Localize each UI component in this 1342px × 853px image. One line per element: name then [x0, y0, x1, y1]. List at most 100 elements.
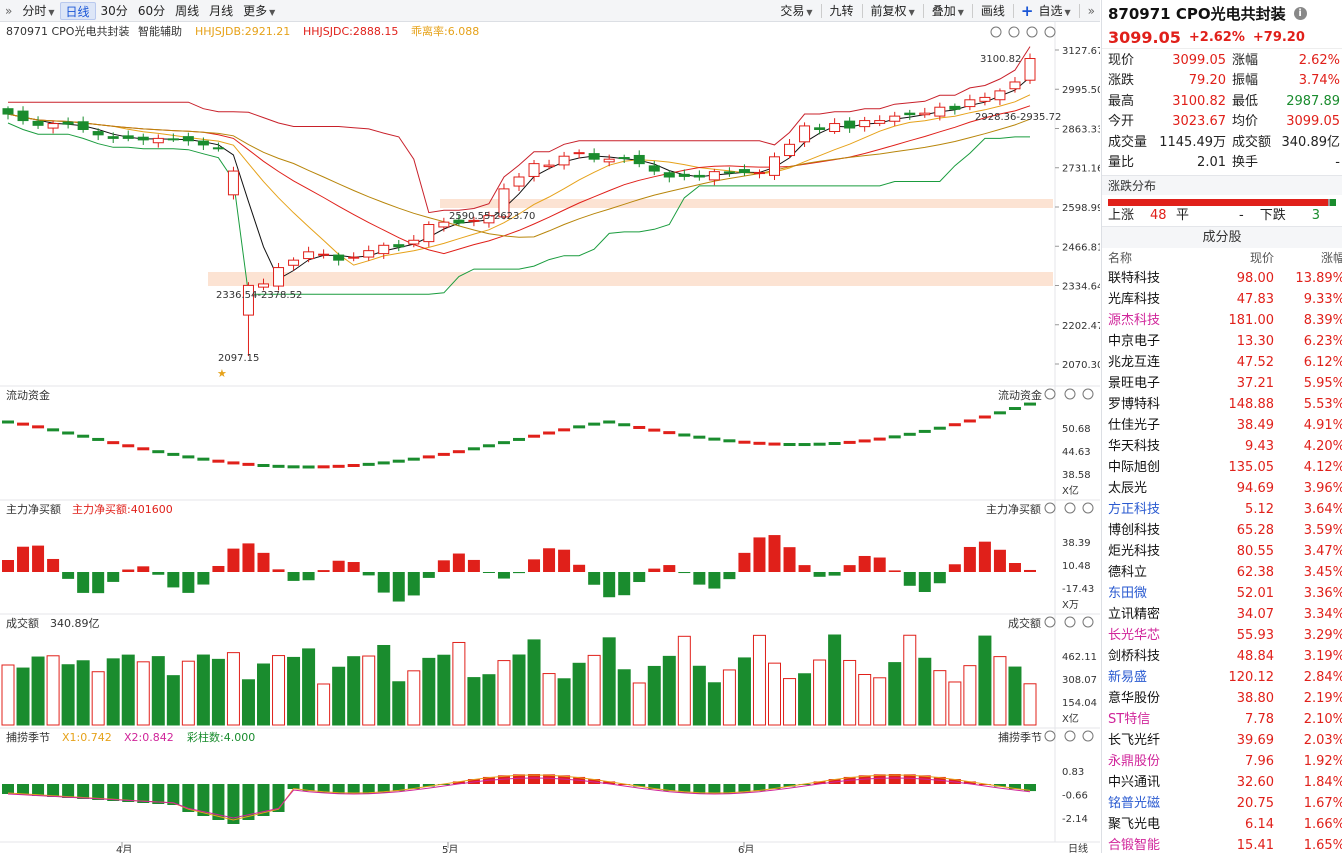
assist-toggle[interactable]: 智能辅助 [138, 24, 182, 38]
component-row[interactable]: 中际旭创 135.05 4.12% [1102, 457, 1342, 478]
volume-bar [211, 658, 225, 726]
components-col-1[interactable]: 现价 [1249, 251, 1274, 266]
net-pane-icon[interactable] [1044, 502, 1056, 514]
vol-pane-icon[interactable] [1064, 616, 1076, 628]
toolbar-action-5[interactable]: 自选 ▼ [1038, 3, 1071, 18]
net-pane-icon[interactable] [1064, 502, 1076, 514]
component-name: 聚飞光电 [1108, 817, 1161, 833]
quote-label-0-2: 涨幅 [1232, 53, 1259, 68]
component-row[interactable]: 博创科技 65.28 3.59% [1102, 520, 1342, 541]
volume-bar [467, 677, 481, 726]
net-bar [332, 560, 345, 572]
price-tick: 2070.30 [1062, 360, 1100, 371]
candle-body [738, 169, 750, 174]
component-row[interactable]: 罗博特科 148.88 5.53% [1102, 394, 1342, 415]
volume-bar [61, 664, 75, 726]
component-row[interactable]: 永鼎股份 7.96 1.92% [1102, 751, 1342, 772]
main-pane-icon[interactable] [1044, 26, 1056, 38]
net-bar [813, 572, 826, 577]
candle-body [77, 121, 89, 130]
season-pane-icon[interactable] [1082, 730, 1094, 742]
component-row[interactable]: 新易盛 120.12 2.84% [1102, 667, 1342, 688]
component-row[interactable]: 景旺电子 37.21 5.95% [1102, 373, 1342, 394]
period-tab-2[interactable]: 30分 [100, 3, 128, 18]
period-tab-3[interactable]: 60分 [137, 3, 166, 18]
flow-pane-icon[interactable] [1064, 388, 1076, 400]
net-bar [422, 572, 435, 578]
component-row[interactable]: 联特科技 98.00 13.89% [1102, 268, 1342, 289]
component-row[interactable]: 炬光科技 80.55 3.47% [1102, 541, 1342, 562]
component-row[interactable]: 立讯精密 34.07 3.34% [1102, 604, 1342, 625]
main-pane-icon[interactable] [1008, 26, 1020, 38]
component-row[interactable]: 聚飞光电 6.14 1.66% [1102, 814, 1342, 835]
season-bar [2, 784, 14, 794]
candle-body [708, 171, 720, 181]
component-name: 景旺电子 [1108, 376, 1161, 392]
toolbar-action-1[interactable]: 九转 [829, 3, 854, 18]
down-label: 下跌 [1259, 208, 1286, 224]
component-row[interactable]: 德科立 62.38 3.45% [1102, 562, 1342, 583]
toolbar-action-0[interactable]: 交易 ▼ [780, 3, 813, 18]
candle-body [423, 224, 435, 243]
component-row[interactable]: 兆龙互连 47.52 6.12% [1102, 352, 1342, 373]
season-bar [167, 784, 180, 805]
quote-label-2-2: 最低 [1232, 93, 1259, 109]
net-pane-icon[interactable] [1082, 502, 1094, 514]
candle-body [438, 221, 450, 228]
candle-body [152, 137, 164, 144]
volume-bar [512, 654, 526, 726]
component-row[interactable]: 长飞光纤 39.69 2.03% [1102, 730, 1342, 751]
component-row[interactable]: 意华股份 38.80 2.19% [1102, 688, 1342, 709]
kline-chart[interactable]: 870971 CPO光电共封装 智能辅助 HHJSJDB:2921.21 HHJ… [0, 22, 1100, 853]
period-tab-4[interactable]: 周线 [175, 3, 200, 18]
component-row[interactable]: 方正科技 5.12 3.64% [1102, 499, 1342, 520]
toolbar-action-4[interactable]: 画线 [980, 3, 1005, 18]
volume-bar [632, 682, 646, 726]
vol-pane-icon[interactable] [1044, 616, 1056, 628]
info-icon[interactable]: i [1293, 6, 1307, 20]
component-row[interactable]: 剑桥科技 48.84 3.19% [1102, 646, 1342, 667]
period-tab-5[interactable]: 月线 [209, 3, 234, 18]
components-col-2[interactable]: 涨幅 [1320, 251, 1342, 266]
period-tab-6[interactable]: 更多 ▼ [243, 3, 276, 18]
net-bar [723, 572, 736, 580]
component-row[interactable]: 长光华芯 55.93 3.29% [1102, 625, 1342, 646]
expand-icon[interactable]: » [1087, 3, 1095, 18]
toolbar-action-3[interactable]: 叠加 ▼ [931, 3, 964, 18]
season-pane-icon[interactable] [1044, 730, 1056, 742]
component-row[interactable]: 中兴通讯 32.60 1.84% [1102, 772, 1342, 793]
component-row[interactable]: 仕佳光子 38.49 4.91% [1102, 415, 1342, 436]
season-pane-icon[interactable] [1064, 730, 1076, 742]
volume-bar [1008, 666, 1022, 726]
component-price: 52.01 [1236, 586, 1274, 602]
component-row[interactable]: 太辰光 94.69 3.96% [1102, 478, 1342, 499]
main-pane-icon[interactable] [990, 26, 1002, 38]
toolbar-action-2[interactable]: 前复权 ▼ [870, 3, 915, 18]
net-bar [963, 546, 976, 572]
season-bar [62, 784, 75, 798]
component-row[interactable]: 中京电子 13.30 6.23% [1102, 331, 1342, 352]
vol-pane-icon[interactable] [1082, 616, 1094, 628]
candle-body [483, 215, 495, 224]
season-x2: X2:0.842 [124, 731, 174, 744]
period-tab-0[interactable]: 分时 ▼ [22, 3, 55, 18]
component-row[interactable]: 华天科技 9.43 4.20% [1102, 436, 1342, 457]
component-row[interactable]: 东田微 52.01 3.36% [1102, 583, 1342, 604]
flow-pane-icon[interactable] [1044, 388, 1056, 400]
period-tab-1[interactable]: 日线 [59, 1, 96, 20]
component-row[interactable]: 铭普光磁 20.75 1.67% [1102, 793, 1342, 814]
component-row[interactable]: ST特信 7.78 2.10% [1102, 709, 1342, 730]
candle-body [393, 244, 405, 248]
net-bar [558, 549, 571, 572]
candle-body [904, 112, 916, 116]
components-col-0[interactable]: 名称 [1108, 251, 1133, 266]
season-bar [1024, 784, 1036, 792]
season-bar [287, 784, 300, 789]
flow-pane-icon[interactable] [1082, 388, 1094, 400]
main-pane-icon[interactable] [1026, 26, 1038, 38]
season-bar [392, 784, 405, 792]
component-row[interactable]: 合锻智能 15.41 1.65% [1102, 835, 1342, 853]
component-row[interactable]: 源杰科技 181.00 8.39% [1102, 310, 1342, 331]
collapse-icon[interactable]: » [5, 3, 13, 18]
component-row[interactable]: 光库科技 47.83 9.33% [1102, 289, 1342, 310]
